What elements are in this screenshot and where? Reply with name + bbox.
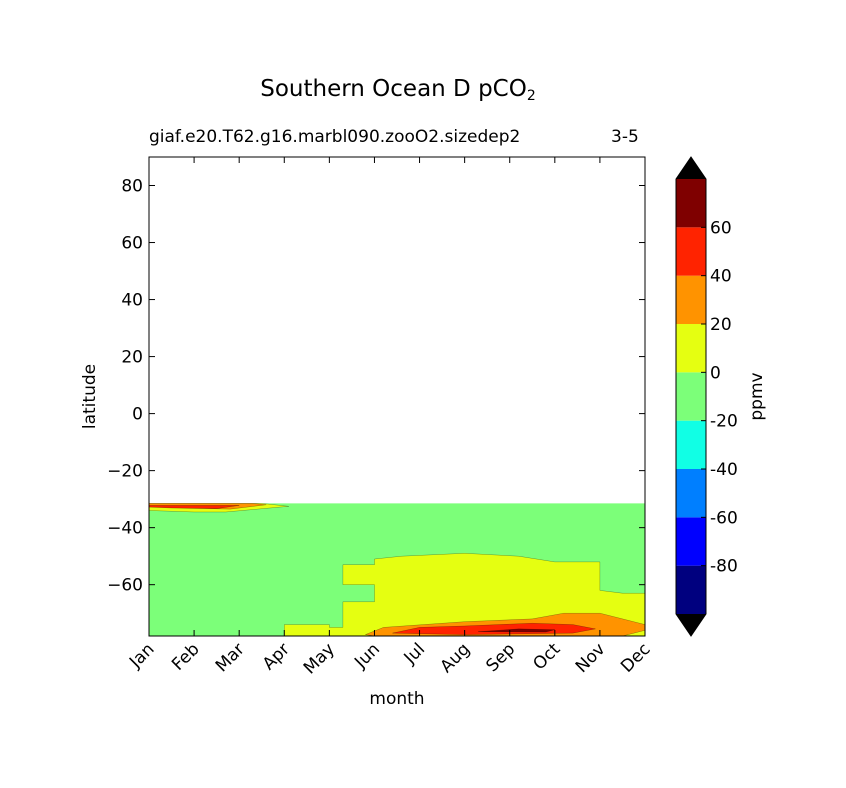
chart-subtitle-left: giaf.e20.T62.g16.marbl090.zooO2.sizedep2 <box>149 127 521 147</box>
chart-subtitle-right: 3-5 <box>611 127 639 147</box>
x-tick-label: May <box>300 639 339 678</box>
x-tick-label: Jun <box>350 639 384 673</box>
x-tick-label: Feb <box>168 639 203 674</box>
colorbar-tick-label: -20 <box>710 412 738 432</box>
colorbar-band <box>676 179 706 228</box>
colorbar-band <box>676 420 706 469</box>
x-tick-label: Sep <box>482 639 519 676</box>
x-tick-label: Apr <box>259 639 294 674</box>
colorbar-tick-label: 60 <box>710 218 732 238</box>
x-tick-label: Nov <box>572 639 610 677</box>
y-tick-label: −60 <box>107 576 143 596</box>
x-axis-label: month <box>369 689 424 709</box>
colorbar-label: ppmv <box>747 372 767 420</box>
colorbar-tick-label: 20 <box>710 315 732 335</box>
y-tick-label: 20 <box>121 348 143 368</box>
colorbar-extend-high <box>676 157 706 179</box>
x-tick-label: Jan <box>125 639 158 672</box>
colorbar-tick-label: -60 <box>710 508 738 528</box>
colorbar-band <box>676 324 706 373</box>
colorbar-band <box>676 372 706 421</box>
plot-frame <box>148 156 646 637</box>
y-tick-label: −40 <box>107 519 143 539</box>
colorbar-extend-low <box>676 614 706 636</box>
y-tick-label: 40 <box>121 291 143 311</box>
colorbar-tick-label: 40 <box>710 267 732 287</box>
chart-title: Southern Ocean D pCO2 <box>260 76 536 104</box>
colorbar-tick-label: 0 <box>710 363 721 383</box>
contour-region <box>149 505 240 509</box>
colorbar-tick-label: -80 <box>710 557 738 577</box>
colorbar-band <box>676 565 706 614</box>
colorbar-band <box>676 517 706 566</box>
colorbar-outline <box>675 156 707 637</box>
contour-region <box>478 628 555 633</box>
x-tick-label: Mar <box>212 639 249 676</box>
y-tick-label: 0 <box>132 405 143 425</box>
y-axis-label: latitude <box>80 364 100 429</box>
contour-regions <box>149 503 645 636</box>
x-tick-label: Dec <box>617 639 654 676</box>
colorbar-band <box>676 469 706 518</box>
colorbar-band <box>676 227 706 276</box>
colorbar-tick-label: -40 <box>710 460 738 480</box>
y-tick-label: 80 <box>121 177 143 197</box>
x-tick-label: Oct <box>529 639 564 674</box>
x-tick-label: Aug <box>437 639 475 677</box>
colorbar-band <box>676 275 706 324</box>
colorbar: -80 -60 -40 -20 0 20 40 60 ppmv <box>675 156 767 637</box>
x-tick-label: Jul <box>400 639 429 668</box>
y-tick-label: 60 <box>121 234 143 254</box>
y-tick-label: −20 <box>107 462 143 482</box>
